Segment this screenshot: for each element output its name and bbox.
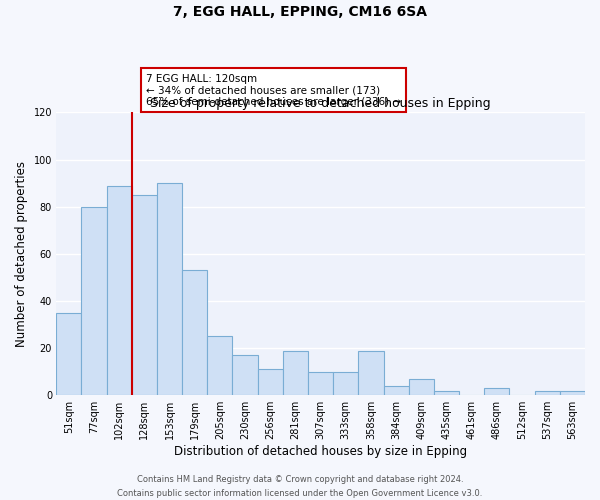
Bar xyxy=(182,270,208,396)
Bar xyxy=(409,379,434,396)
Bar xyxy=(308,372,333,396)
Bar xyxy=(208,336,232,396)
Bar xyxy=(358,350,383,396)
Text: 7 EGG HALL: 120sqm
← 34% of detached houses are smaller (173)
65% of semi-detach: 7 EGG HALL: 120sqm ← 34% of detached hou… xyxy=(146,74,401,106)
Bar xyxy=(56,313,82,396)
Bar xyxy=(560,390,585,396)
Bar xyxy=(333,372,358,396)
Title: Size of property relative to detached houses in Epping: Size of property relative to detached ho… xyxy=(150,97,491,110)
Bar xyxy=(232,356,257,396)
Bar xyxy=(434,390,459,396)
Bar xyxy=(484,388,509,396)
X-axis label: Distribution of detached houses by size in Epping: Distribution of detached houses by size … xyxy=(174,444,467,458)
Text: Contains HM Land Registry data © Crown copyright and database right 2024.
Contai: Contains HM Land Registry data © Crown c… xyxy=(118,476,482,498)
Bar xyxy=(257,370,283,396)
Y-axis label: Number of detached properties: Number of detached properties xyxy=(15,161,28,347)
Bar xyxy=(82,206,107,396)
Bar xyxy=(107,186,132,396)
Bar xyxy=(283,350,308,396)
Bar xyxy=(157,183,182,396)
Text: 7, EGG HALL, EPPING, CM16 6SA: 7, EGG HALL, EPPING, CM16 6SA xyxy=(173,5,427,19)
Bar xyxy=(383,386,409,396)
Bar xyxy=(535,390,560,396)
Bar xyxy=(132,195,157,396)
